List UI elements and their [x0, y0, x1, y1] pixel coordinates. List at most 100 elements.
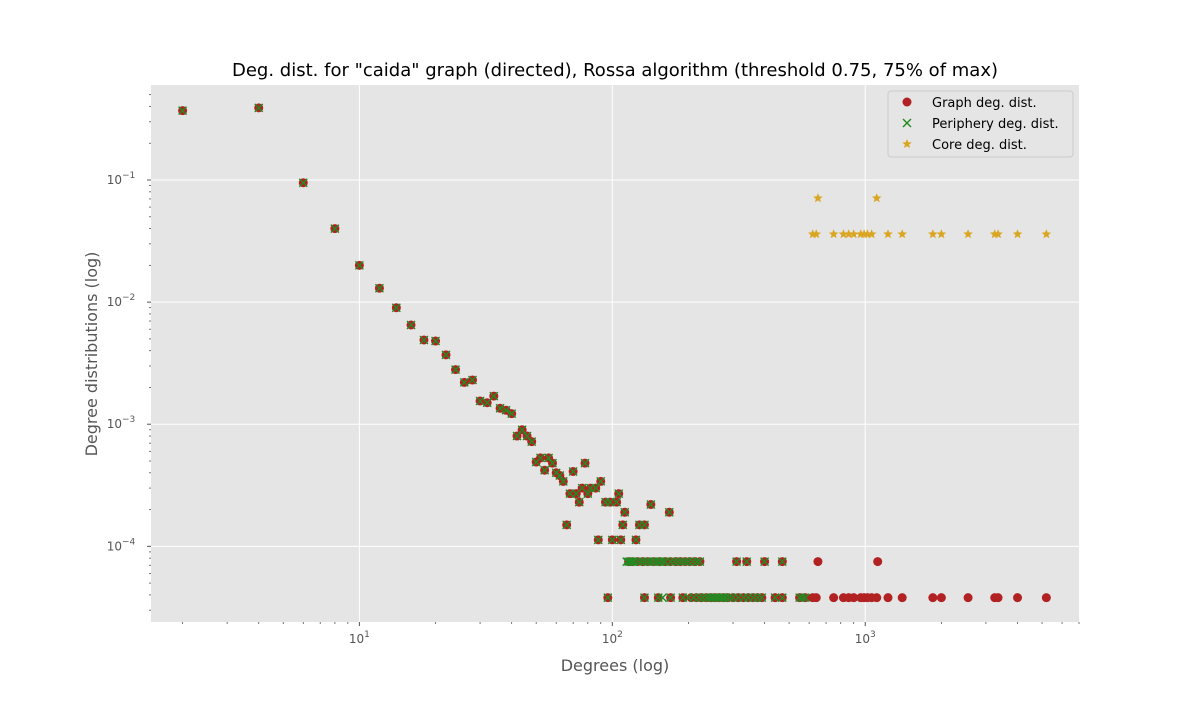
- y-tick-label: 10−1: [107, 171, 136, 187]
- x-marker-stroke: [633, 557, 643, 567]
- graph-point: [928, 593, 938, 603]
- x-marker-stroke: [547, 458, 557, 468]
- x-marker-stroke: [507, 409, 517, 419]
- periphery-point: [616, 535, 626, 545]
- x-marker-stroke: [770, 593, 780, 603]
- periphery-point: [591, 483, 601, 493]
- periphery-point: [695, 557, 705, 567]
- x-marker-stroke: [639, 593, 649, 603]
- periphery-point: [501, 405, 511, 415]
- periphery-point: [669, 557, 679, 567]
- core-point: [843, 229, 854, 239]
- periphery-point: [527, 437, 537, 447]
- x-marker-stroke: [902, 118, 912, 128]
- periphery-point: [406, 320, 416, 330]
- x-marker-stroke: [574, 497, 584, 507]
- core-point: [848, 229, 859, 239]
- periphery-point: [732, 557, 742, 567]
- x-marker-stroke: [544, 453, 554, 463]
- graph-point: [872, 593, 882, 603]
- periphery-point: [770, 593, 780, 603]
- graph-point: [849, 593, 859, 603]
- periphery-point: [707, 593, 717, 603]
- graph-point: [883, 593, 893, 603]
- x-marker-stroke: [694, 593, 704, 603]
- core-point: [813, 193, 823, 203]
- periphery-point: [721, 593, 731, 603]
- x-marker-stroke: [489, 391, 499, 401]
- x-marker-stroke: [431, 336, 441, 346]
- legend-box: [887, 90, 1074, 158]
- y-tick-label: 10−4: [107, 537, 136, 553]
- x-marker-stroke: [607, 535, 617, 545]
- legend-entries: Graph deg. dist. Periphery deg. dist. Core…: [902, 96, 1059, 153]
- x-marker-stroke: [512, 431, 522, 441]
- periphery-point: [459, 377, 469, 387]
- x-marker-stroke: [540, 465, 550, 475]
- core-point: [936, 229, 947, 239]
- x-marker-stroke: [298, 178, 308, 188]
- x-marker-stroke: [664, 507, 674, 517]
- x-marker-stroke: [558, 476, 568, 486]
- periphery-point: [639, 557, 649, 567]
- graph-point: [936, 593, 946, 603]
- periphery-point: [757, 593, 767, 603]
- periphery-point: [698, 593, 708, 603]
- minor-ticks: [147, 94, 1080, 626]
- periphery-point: [580, 458, 590, 468]
- x-marker-stroke: [354, 260, 364, 270]
- x-marker-stroke: [760, 557, 770, 567]
- periphery-point: [574, 497, 584, 507]
- core-point: [866, 229, 877, 239]
- periphery-point: [547, 458, 557, 468]
- periphery-point: [475, 396, 485, 406]
- x-marker-stroke: [732, 557, 742, 567]
- x-marker-stroke: [459, 377, 469, 387]
- x-marker-stroke: [391, 303, 401, 313]
- core-point: [883, 229, 893, 239]
- y-axis-label: Degree distributions (log): [82, 252, 101, 457]
- periphery-point: [374, 283, 384, 293]
- x-tick-label: 101: [349, 630, 370, 646]
- graph-point: [813, 557, 823, 567]
- x-marker-stroke: [742, 557, 752, 567]
- y-tick-label: 10−3: [107, 415, 136, 431]
- core-point: [838, 229, 849, 239]
- periphery-point: [677, 557, 687, 567]
- periphery-point: [614, 489, 624, 499]
- periphery-point: [612, 497, 622, 507]
- periphery-point: [639, 593, 649, 603]
- periphery-point: [673, 557, 683, 567]
- series-2: [178, 103, 810, 603]
- x-marker-stroke: [580, 458, 590, 468]
- x-marker-stroke: [522, 431, 532, 441]
- periphery-point: [593, 535, 603, 545]
- periphery-point: [620, 507, 630, 517]
- periphery-point: [544, 453, 554, 463]
- periphery-point: [607, 535, 617, 545]
- core-point: [807, 229, 818, 239]
- plot-background: [151, 85, 1079, 622]
- periphery-point: [431, 336, 441, 346]
- legend-marker: [902, 139, 912, 149]
- x-marker-stroke: [658, 557, 668, 567]
- x-marker-stroke: [596, 476, 606, 486]
- core-point: [928, 229, 938, 239]
- x-marker-stroke: [374, 283, 384, 293]
- periphery-point: [777, 593, 787, 603]
- x-marker-stroke: [721, 593, 731, 603]
- x-marker-stroke: [591, 483, 601, 493]
- core-point: [993, 229, 1003, 239]
- periphery-point: [603, 593, 613, 603]
- periphery-point: [664, 507, 674, 517]
- chart-title: Deg. dist. for "caida" graph (directed),…: [232, 60, 998, 81]
- periphery-point: [724, 593, 734, 603]
- x-marker-stroke: [636, 557, 646, 567]
- core-point: [1012, 229, 1023, 239]
- x-marker-stroke: [605, 497, 615, 507]
- graph-point: [993, 593, 1003, 603]
- periphery-point: [798, 593, 808, 603]
- x-marker-stroke: [577, 483, 587, 493]
- periphery-point: [629, 557, 639, 567]
